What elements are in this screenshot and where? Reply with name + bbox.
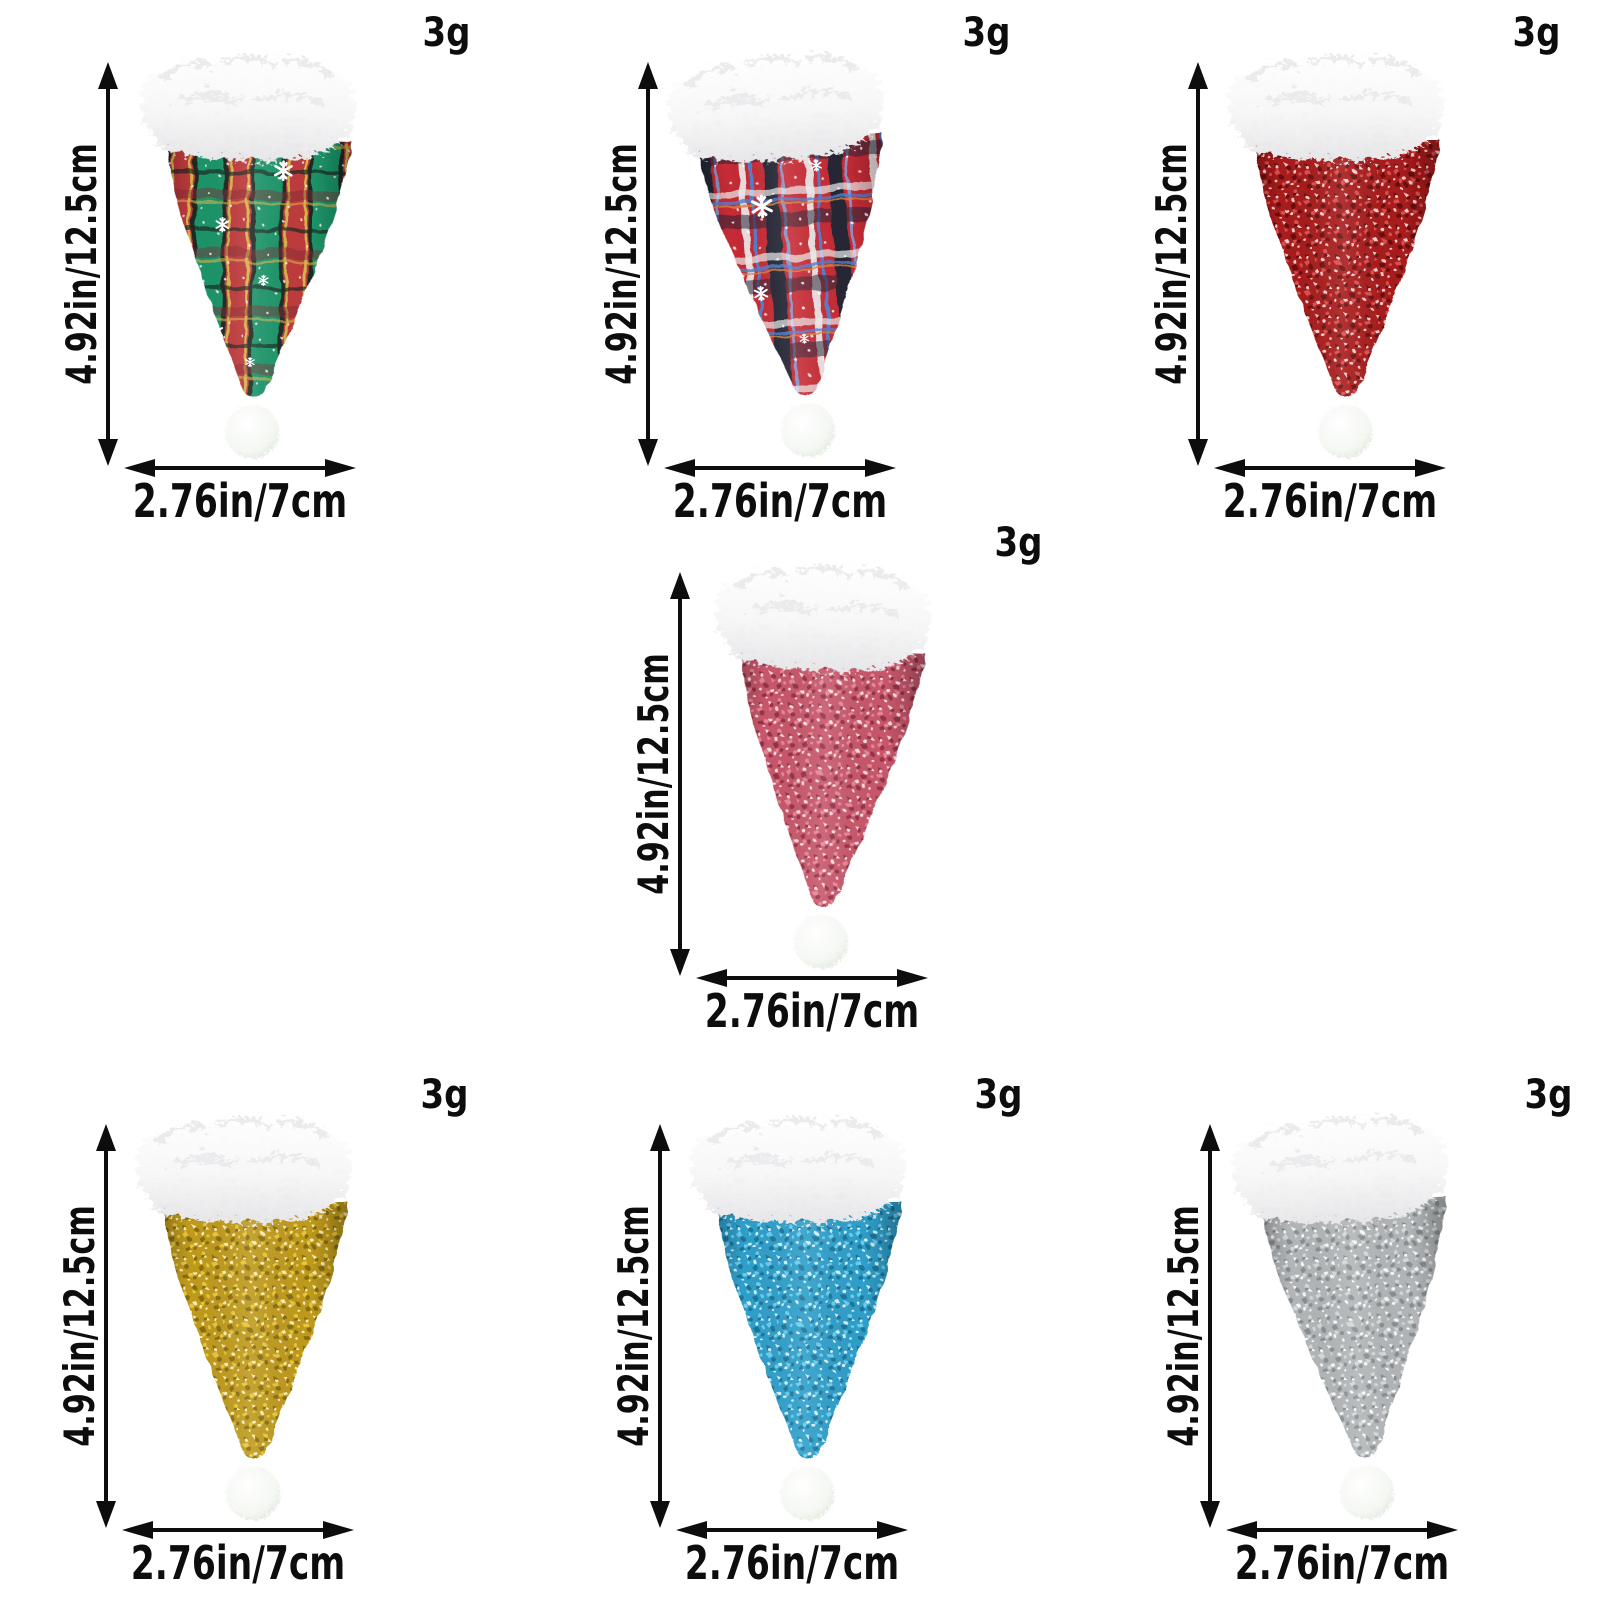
- height-dimension-label: 4.92in/12.5cm: [57, 143, 106, 385]
- height-dimension-label: 4.92in/12.5cm: [597, 143, 646, 385]
- height-dimension-label: 4.92in/12.5cm: [1147, 143, 1196, 385]
- fur-trim: [133, 1108, 347, 1220]
- hat-figure-blue-sequin: 3g 4.92in/12.5cm 2.76in/7cm: [609, 1072, 1062, 1592]
- width-dimension-label: 2.76in/7cm: [1222, 474, 1438, 528]
- santa-hat-image-red-plaid: [662, 40, 900, 458]
- width-dimension-label: 2.76in/7cm: [672, 474, 888, 528]
- fur-trim: [1225, 46, 1439, 158]
- fur-trim: [711, 552, 928, 672]
- width-dimension-label: 2.76in/7cm: [704, 984, 920, 1038]
- height-arrow-icon: [1196, 88, 1200, 440]
- height-dimension-label: 4.92in/12.5cm: [55, 1205, 104, 1447]
- santa-hat-image-gold-sequin: [133, 1108, 348, 1519]
- weight-label: 3g: [1524, 1072, 1572, 1118]
- width-arrow-icon: [706, 1528, 878, 1532]
- height-arrow-icon: [106, 88, 110, 440]
- height-arrow-icon: [658, 1150, 662, 1502]
- height-arrow-icon: [1208, 1150, 1212, 1502]
- width-arrow-icon: [726, 976, 898, 980]
- santa-hat-image-red-sequin: [1225, 46, 1440, 457]
- width-arrow-icon: [152, 1528, 324, 1532]
- weight-label: 3g: [962, 10, 1010, 56]
- width-arrow-icon: [694, 466, 866, 470]
- height-arrow-icon: [646, 88, 650, 440]
- hat-figure-gold-sequin: 3g 4.92in/12.5cm 2.76in/7cm: [55, 1072, 508, 1592]
- hat-figure-silver-sequin: 3g 4.92in/12.5cm 2.76in/7cm: [1159, 1072, 1600, 1592]
- pom-pom: [779, 1465, 833, 1519]
- santa-hat-image-green-red-plaid: [137, 44, 353, 458]
- width-dimension-label: 2.76in/7cm: [1234, 1536, 1450, 1590]
- width-arrow-icon: [1256, 1528, 1428, 1532]
- width-arrow-icon: [1244, 466, 1416, 470]
- santa-hat-image-blue-sequin: [687, 1108, 902, 1519]
- santa-hat-image-silver-sequin: [1227, 1103, 1460, 1520]
- hat-figure-red-plaid: 3g 4.92in/12.5cm: [597, 10, 1050, 530]
- pom-pom: [1317, 403, 1371, 457]
- height-dimension-label: 4.92in/12.5cm: [1159, 1205, 1208, 1447]
- pom-pom: [777, 399, 836, 458]
- weight-label: 3g: [422, 10, 470, 56]
- width-arrow-icon: [154, 466, 326, 470]
- hat-figure-pink-sequin: 3g 4.92in/12.5cm 2.76in/7cm: [629, 520, 1082, 1040]
- pom-pom: [1337, 1462, 1394, 1520]
- pom-pom: [223, 402, 279, 458]
- pom-pom: [791, 912, 848, 969]
- weight-label: 3g: [1512, 10, 1560, 56]
- hat-figure-red-sequin: 3g 4.92in/12.5cm 2.76in/7cm: [1147, 10, 1600, 530]
- weight-label: 3g: [994, 520, 1042, 566]
- height-dimension-label: 4.92in/12.5cm: [629, 653, 678, 895]
- width-dimension-label: 2.76in/7cm: [132, 474, 348, 528]
- weight-label: 3g: [974, 1072, 1022, 1118]
- height-dimension-label: 4.92in/12.5cm: [609, 1205, 658, 1447]
- height-arrow-icon: [104, 1150, 108, 1502]
- weight-label: 3g: [420, 1072, 468, 1118]
- fur-trim: [137, 44, 353, 160]
- fur-trim: [1227, 1103, 1446, 1226]
- width-dimension-label: 2.76in/7cm: [684, 1536, 900, 1590]
- hat-figure-green-red-plaid: 3g 4.92in/12.5cm: [57, 10, 510, 530]
- fur-trim: [687, 1108, 901, 1220]
- pom-pom: [225, 1465, 279, 1519]
- width-dimension-label: 2.76in/7cm: [130, 1536, 346, 1590]
- santa-hat-image-pink-sequin: [711, 552, 928, 969]
- height-arrow-icon: [678, 598, 682, 950]
